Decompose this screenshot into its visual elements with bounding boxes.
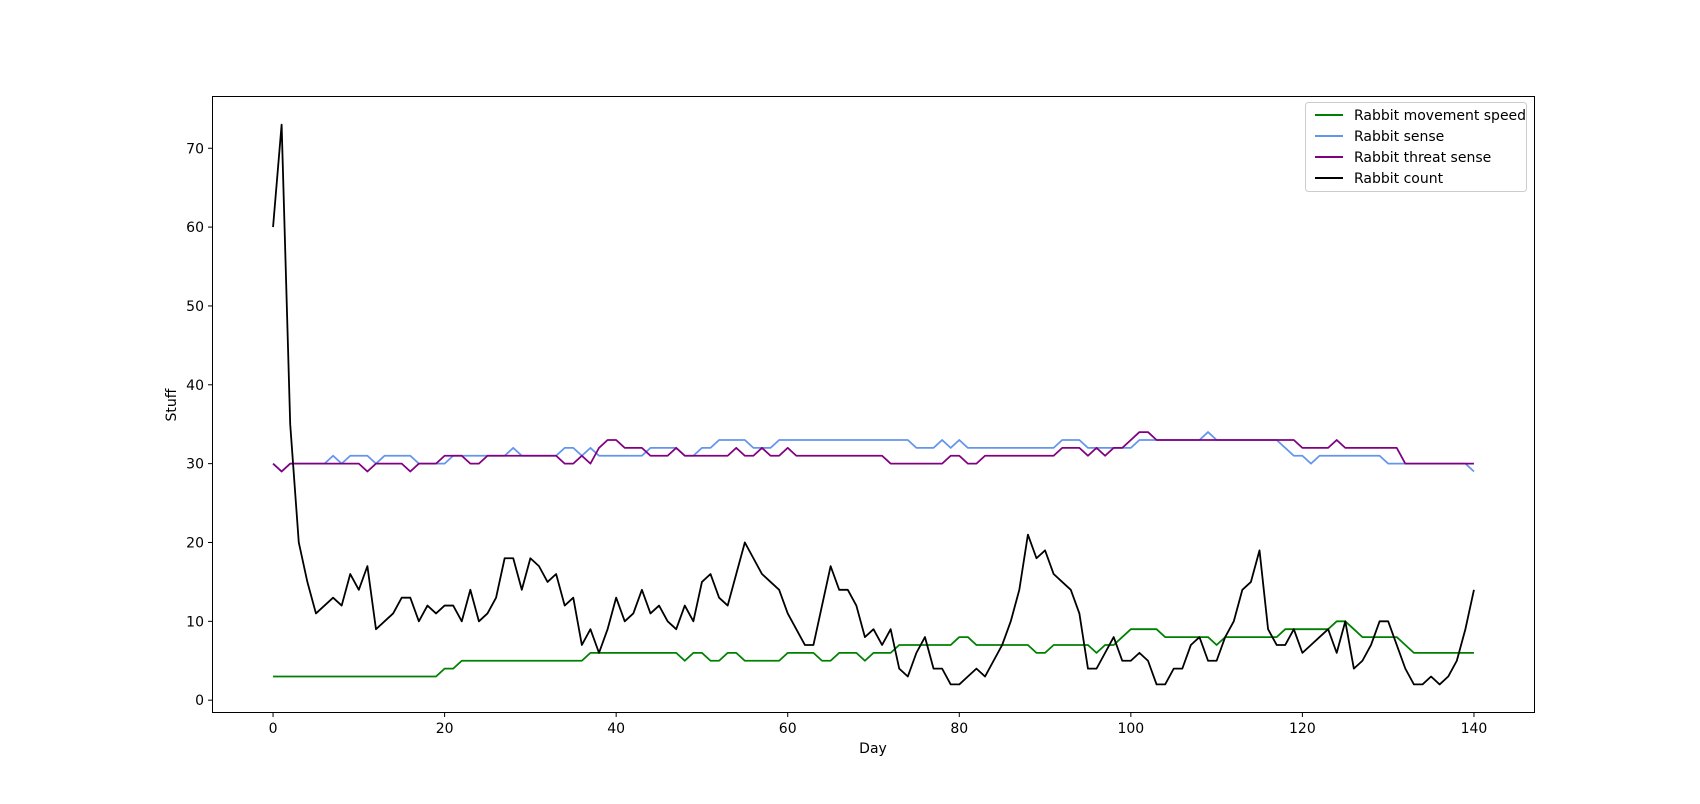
x-tick-label: 80 <box>950 721 968 737</box>
y-tick-label: 30 <box>186 457 204 473</box>
y-axis-label: Stuff <box>164 388 180 421</box>
legend-box <box>1305 102 1527 192</box>
x-tick-label: 120 <box>1289 721 1316 737</box>
x-tick-label: 60 <box>779 721 797 737</box>
y-axis: 0 10 20 30 40 50 60 70 <box>186 141 213 709</box>
y-tick-label: 10 <box>186 614 204 630</box>
y-tick-label: 40 <box>186 378 204 394</box>
x-tick-label: 40 <box>607 721 625 737</box>
y-tick-label: 50 <box>186 299 204 315</box>
legend-label: Rabbit count <box>1354 171 1444 187</box>
y-tick-label: 60 <box>186 220 204 236</box>
x-tick-label: 20 <box>436 721 454 737</box>
series-line-rabbit-movement-speed <box>273 620 1474 678</box>
series-line-rabbit-threat-sense <box>272 431 1474 473</box>
legend-label: Rabbit movement speed <box>1354 108 1526 124</box>
y-tick-label: 20 <box>186 535 204 551</box>
series-line-rabbit-count <box>272 123 1475 686</box>
legend-label: Rabbit sense <box>1354 129 1444 145</box>
x-tick-label: 100 <box>1117 721 1144 737</box>
y-tick-label: 0 <box>195 693 204 709</box>
x-tick-label: 140 <box>1461 721 1488 737</box>
series-layer <box>272 123 1475 686</box>
legend: Rabbit movement speed Rabbit sense Rabbit … <box>1305 102 1527 192</box>
legend-label: Rabbit threat sense <box>1354 150 1491 166</box>
x-tick-label: 0 <box>269 721 278 737</box>
x-axis-label: Day <box>859 741 887 757</box>
x-axis: 0 20 40 60 80 100 120 140 <box>269 712 1488 737</box>
y-tick-label: 70 <box>186 141 204 157</box>
plot-frame <box>212 96 1535 713</box>
